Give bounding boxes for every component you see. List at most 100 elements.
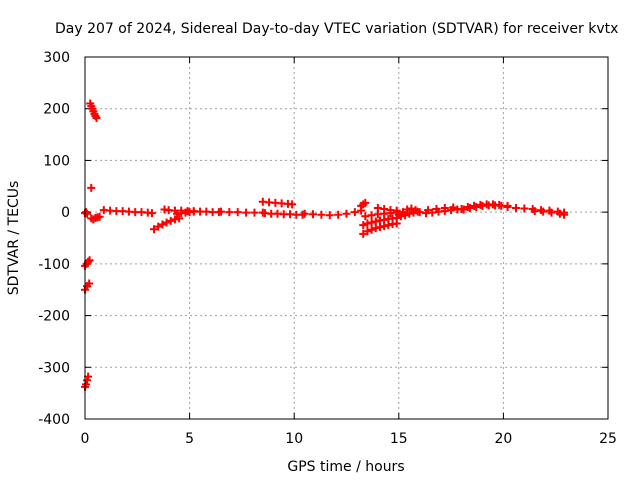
data-segment-14 (300, 206, 366, 220)
data-point (233, 208, 242, 217)
data-point (158, 220, 167, 229)
plot-frame (84, 56, 609, 420)
data-point (189, 207, 198, 216)
data-point (470, 201, 479, 210)
data-point (359, 221, 368, 230)
data-point (503, 202, 512, 211)
y-tick-label: -100 (38, 257, 70, 273)
x-axis-label: GPS time / hours (287, 459, 404, 475)
data-point (170, 215, 179, 224)
data-point (363, 227, 372, 236)
data-segment-2 (81, 256, 94, 270)
data-point (401, 211, 410, 220)
data-point (440, 204, 449, 213)
axis-ticks (84, 56, 609, 420)
x-tick-label: 20 (494, 431, 512, 447)
data-point (560, 210, 569, 219)
data-segment-15 (357, 198, 370, 210)
y-tick-label: 100 (43, 153, 70, 169)
data-point (555, 209, 564, 218)
data-segment-25 (463, 200, 504, 211)
data-point (407, 204, 416, 213)
y-tick-label: -300 (38, 360, 70, 376)
data-point (350, 208, 359, 217)
data-point (405, 209, 414, 218)
chart-title: Day 207 of 2024, Sidereal Day-to-day VTE… (55, 21, 618, 37)
data-point (300, 209, 309, 218)
data-segment-8 (150, 214, 184, 234)
data-point (288, 200, 297, 209)
data-point (83, 209, 92, 218)
data-point (225, 208, 234, 217)
x-tick-label: 25 (599, 431, 617, 447)
data-point (363, 219, 372, 228)
data-point (413, 207, 422, 216)
data-point (367, 225, 376, 234)
data-point (463, 202, 472, 211)
data-point (82, 208, 91, 217)
data-point (325, 211, 334, 220)
data-point (495, 200, 504, 209)
data-point (459, 205, 468, 214)
data-point (334, 210, 343, 219)
data-point (166, 216, 175, 225)
y-tick-label: 200 (43, 102, 70, 118)
data-segment-6 (87, 212, 104, 224)
data-point (242, 208, 251, 217)
data-point (147, 209, 156, 218)
data-point (317, 210, 326, 219)
x-tick-label: 10 (285, 431, 303, 447)
data-point (216, 207, 225, 216)
data-point (371, 224, 380, 233)
y-tick-label: 0 (61, 205, 70, 221)
data-point (449, 203, 458, 212)
data-point (150, 225, 159, 234)
data-point (373, 204, 382, 213)
data-point (85, 256, 94, 265)
data-point (432, 205, 441, 214)
data-point (342, 209, 351, 218)
data-segment-12 (258, 197, 297, 209)
data-segment-19 (373, 204, 401, 215)
data-point (520, 204, 529, 213)
data-segment-21 (396, 207, 422, 221)
data-segment-27 (530, 207, 569, 219)
data-segment-1 (81, 279, 94, 294)
data-point (87, 183, 96, 192)
data-point (92, 114, 101, 123)
grid-lines (85, 57, 608, 419)
data-segment-13 (260, 209, 307, 219)
data-point (359, 229, 368, 238)
data-segment-5 (81, 208, 92, 218)
data-point (154, 222, 163, 231)
data-segment-3 (87, 183, 96, 192)
data-point (392, 206, 401, 215)
data-point (175, 214, 184, 223)
data-segment-10 (173, 207, 198, 218)
data-point (82, 380, 91, 389)
data-points (81, 99, 569, 391)
data-point (361, 198, 370, 207)
y-tick-label: -400 (38, 412, 70, 428)
x-tick-labels: 0 5 10 15 20 25 (81, 431, 617, 447)
data-point (428, 208, 437, 217)
data-point (367, 211, 376, 220)
y-tick-label: 300 (43, 50, 70, 66)
data-point (95, 212, 104, 221)
y-tick-labels: 300 200 100 0 -100 -200 -300 -400 (38, 50, 70, 428)
data-segment-4 (86, 99, 101, 123)
data-segment-0 (81, 372, 93, 391)
data-point (250, 208, 259, 217)
data-point (511, 204, 520, 213)
y-tick-label: -200 (38, 309, 70, 325)
data-point (396, 212, 405, 221)
data-point (309, 210, 318, 219)
data-point (539, 207, 548, 216)
data-segment-23 (424, 203, 458, 215)
data-point (547, 208, 556, 217)
data-point (403, 205, 412, 214)
x-tick-label: 5 (185, 431, 194, 447)
data-point (85, 279, 94, 288)
data-point (162, 218, 171, 227)
